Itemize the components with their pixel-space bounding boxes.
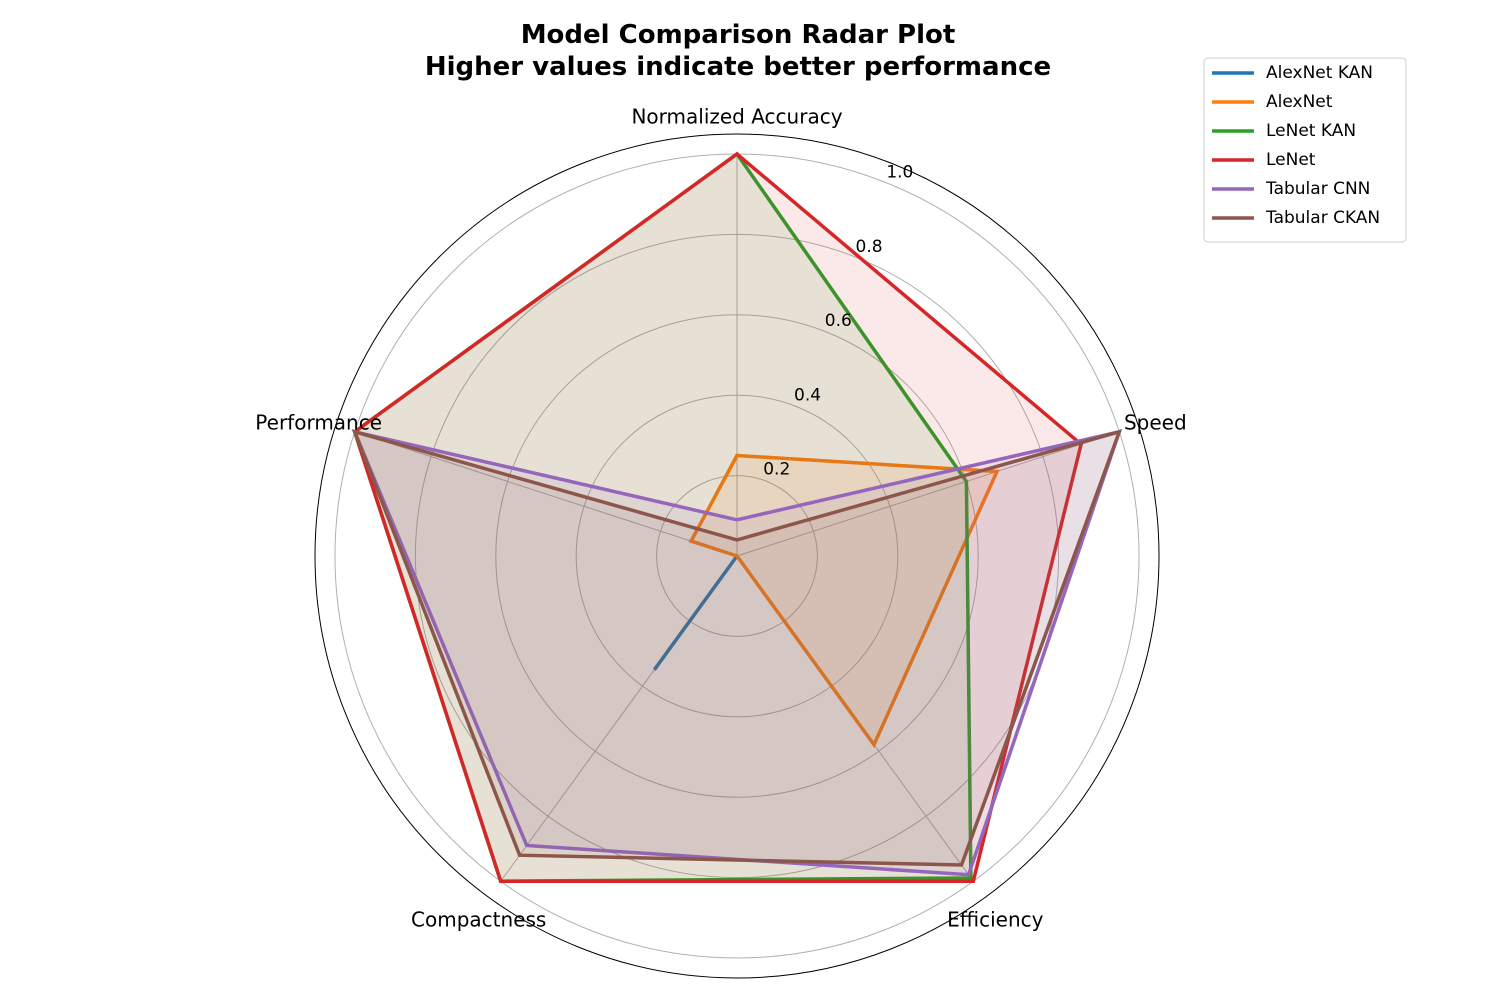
axis-label: Normalized Accuracy bbox=[631, 105, 842, 129]
series-fill-4 bbox=[354, 431, 1120, 875]
radar-labels: Normalized Accuracy Speed Efficiency Compac… bbox=[255, 105, 1186, 932]
axis-label: Compactness bbox=[411, 908, 546, 932]
r-tick-label: 1.0 bbox=[886, 163, 913, 183]
legend-frame bbox=[1203, 57, 1407, 243]
grid-ring bbox=[414, 233, 1060, 879]
grid-ring bbox=[495, 314, 979, 798]
series-fill-1 bbox=[691, 455, 997, 745]
series-line-0 bbox=[652, 554, 739, 671]
series-line-5 bbox=[351, 429, 1123, 867]
axis-label: Efficiency bbox=[947, 908, 1044, 932]
chart-title-line-1: Model Comparison Radar Plot bbox=[521, 20, 956, 50]
r-tick-label: 0.4 bbox=[794, 385, 821, 405]
polar-frame bbox=[314, 133, 1160, 979]
grid-ring bbox=[656, 475, 818, 637]
spoke-line bbox=[736, 431, 1120, 557]
legend-label: LeNet KAN bbox=[1266, 121, 1356, 141]
legend: AlexNet KAN AlexNet LeNet KAN LeNet Tabular … bbox=[1203, 57, 1407, 243]
grid-ring bbox=[575, 394, 899, 718]
r-tick-label: 0.6 bbox=[825, 311, 852, 331]
legend-label: AlexNet bbox=[1266, 92, 1333, 112]
axis-label: Speed bbox=[1124, 410, 1187, 434]
radar-series bbox=[351, 151, 1123, 883]
axis-label: Performance bbox=[255, 410, 382, 434]
chart-title-line-2: Higher values indicate better performanc… bbox=[425, 52, 1051, 82]
r-tick-label: 0.8 bbox=[856, 237, 883, 257]
r-tick-label: 0.2 bbox=[763, 460, 790, 480]
series-fill-3 bbox=[354, 154, 1082, 882]
series-fill-5 bbox=[354, 431, 1120, 865]
spoke-line bbox=[354, 431, 738, 557]
legend-label: AlexNet KAN bbox=[1266, 63, 1373, 83]
legend-label: Tabular CNN bbox=[1265, 179, 1370, 199]
series-line-3 bbox=[352, 151, 1084, 883]
legend-label: LeNet bbox=[1266, 150, 1316, 170]
legend-label: Tabular CKAN bbox=[1265, 208, 1380, 228]
